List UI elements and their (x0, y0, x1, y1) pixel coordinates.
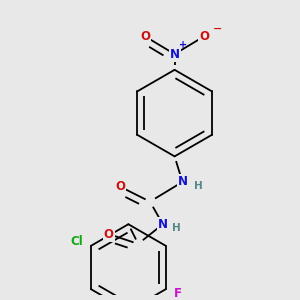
Text: −: − (213, 23, 223, 34)
Text: +: + (179, 40, 188, 50)
Text: O: O (104, 228, 114, 241)
Text: F: F (174, 286, 182, 300)
Text: H: H (172, 223, 181, 233)
Text: O: O (140, 30, 150, 43)
Text: H: H (194, 181, 203, 191)
Text: O: O (199, 30, 209, 43)
Text: O: O (116, 180, 125, 194)
Text: N: N (178, 176, 188, 188)
Text: N: N (158, 218, 168, 231)
Text: Cl: Cl (71, 236, 83, 248)
Text: N: N (169, 48, 180, 61)
